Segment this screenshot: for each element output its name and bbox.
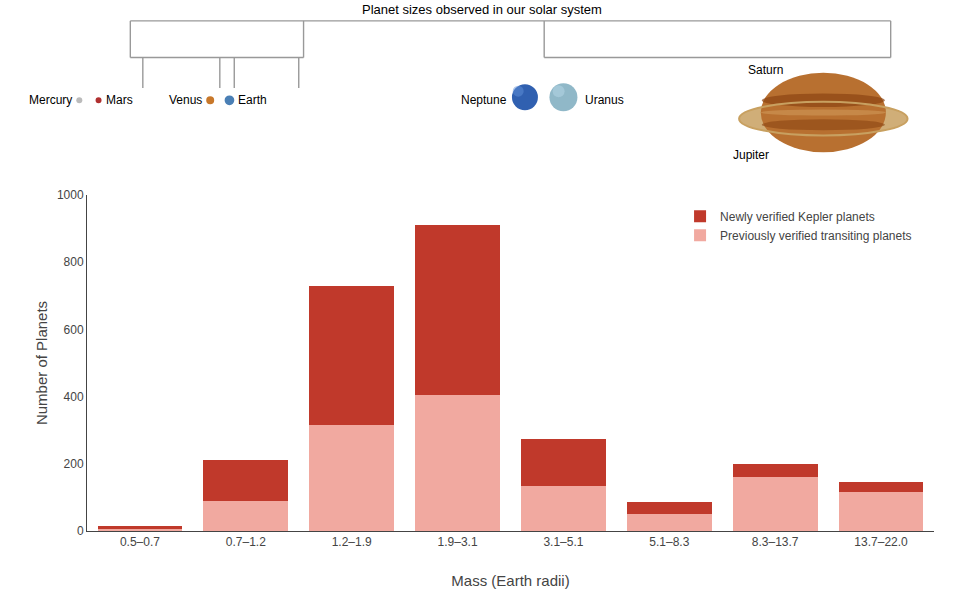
- svg-text:Number of Planets: Number of Planets: [33, 301, 50, 425]
- svg-text:5.1–8.3: 5.1–8.3: [649, 535, 689, 549]
- svg-text:Mercury: Mercury: [29, 93, 72, 107]
- svg-text:400: 400: [64, 390, 84, 404]
- svg-text:1.2–1.9: 1.2–1.9: [332, 535, 372, 549]
- svg-text:0: 0: [77, 524, 84, 538]
- svg-text:Planet sizes observed in our s: Planet sizes observed in our solar syste…: [362, 2, 602, 17]
- svg-text:Mars: Mars: [106, 93, 133, 107]
- svg-text:600: 600: [64, 323, 84, 337]
- svg-text:1000: 1000: [57, 188, 84, 202]
- svg-text:800: 800: [64, 255, 84, 269]
- svg-text:0.7–1.2: 0.7–1.2: [226, 535, 266, 549]
- svg-text:Newly verified Kepler planets: Newly verified Kepler planets: [720, 210, 875, 224]
- svg-text:8.3–13.7: 8.3–13.7: [752, 535, 799, 549]
- svg-text:1.9–3.1: 1.9–3.1: [438, 535, 478, 549]
- svg-text:Saturn: Saturn: [748, 63, 783, 77]
- svg-text:Previously verified transiting: Previously verified transiting planets: [720, 229, 911, 243]
- svg-text:Uranus: Uranus: [585, 93, 624, 107]
- svg-text:Jupiter: Jupiter: [733, 148, 769, 162]
- svg-text:Earth: Earth: [238, 93, 267, 107]
- svg-text:200: 200: [64, 457, 84, 471]
- svg-text:Mass (Earth radii): Mass (Earth radii): [451, 572, 569, 589]
- svg-text:Venus: Venus: [169, 93, 202, 107]
- svg-text:13.7–22.0: 13.7–22.0: [854, 535, 908, 549]
- svg-text:Neptune: Neptune: [461, 93, 507, 107]
- svg-text:0.5–0.7: 0.5–0.7: [120, 535, 160, 549]
- svg-text:3.1–5.1: 3.1–5.1: [543, 535, 583, 549]
